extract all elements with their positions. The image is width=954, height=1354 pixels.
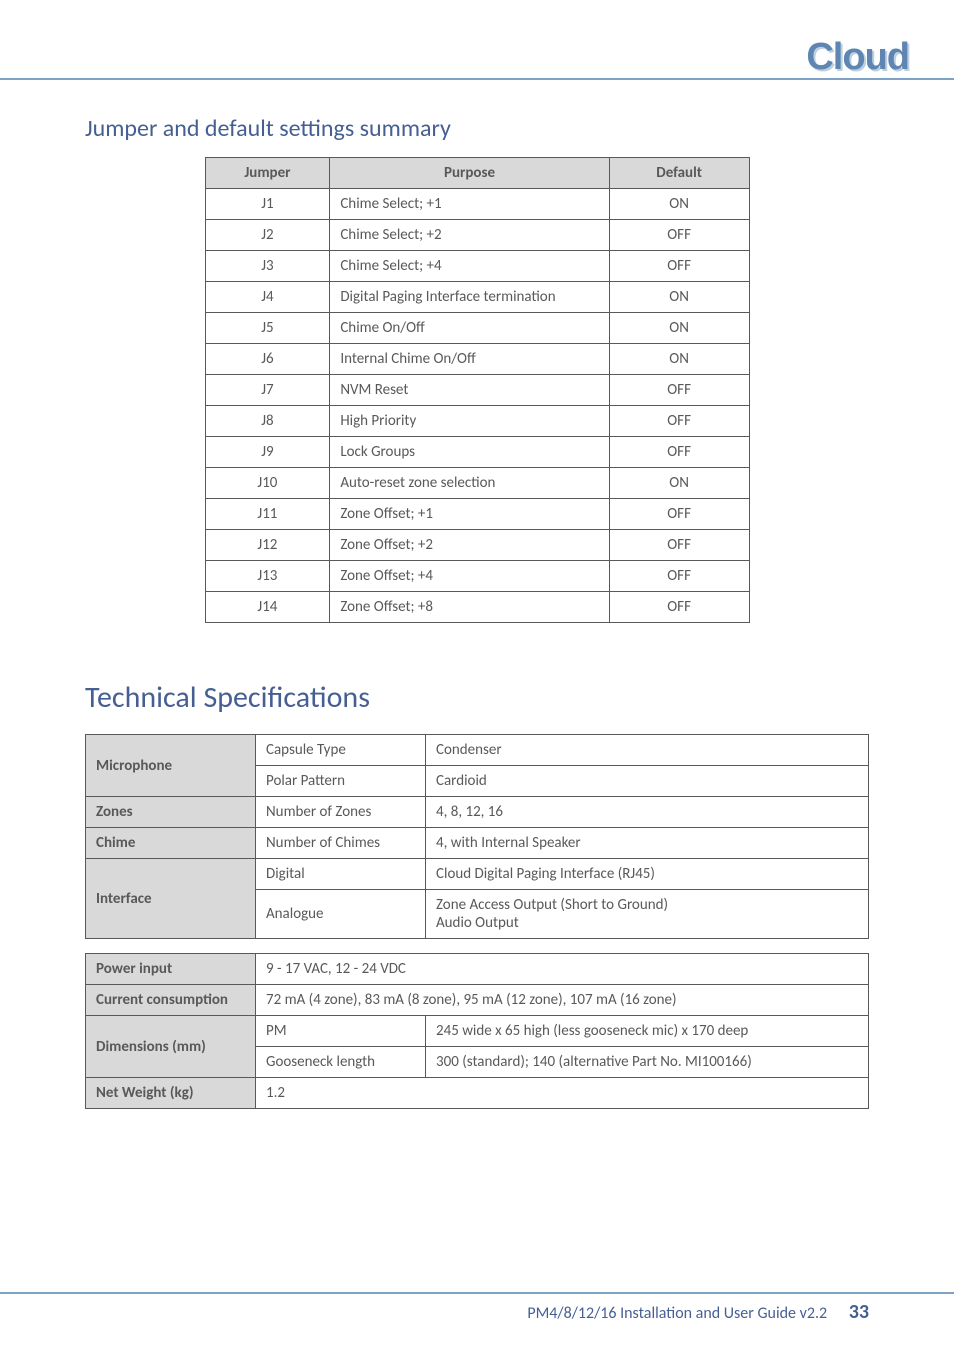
page-footer: PM4/8/12/16 Installation and User Guide …: [527, 1300, 869, 1324]
jumper-cell-jumper: J11: [205, 499, 330, 530]
jumper-cell-default: OFF: [609, 406, 749, 437]
jumper-header-jumper: Jumper: [205, 158, 330, 189]
table-row: J8High PriorityOFF: [205, 406, 749, 437]
jumper-cell-default: OFF: [609, 375, 749, 406]
jumper-cell-default: OFF: [609, 561, 749, 592]
spec-value: Condenser: [426, 735, 869, 766]
table-row: J6Internal Chime On/OffON: [205, 344, 749, 375]
header-rule: [0, 78, 954, 80]
page-header: Cloud: [85, 20, 869, 90]
jumper-cell-jumper: J5: [205, 313, 330, 344]
jumper-cell-default: OFF: [609, 437, 749, 468]
table-row: J4Digital Paging Interface terminationON: [205, 282, 749, 313]
jumper-cell-purpose: Internal Chime On/Off: [330, 344, 609, 375]
spec-value: 9 - 17 VAC, 12 - 24 VDC: [256, 954, 869, 985]
jumper-cell-jumper: J13: [205, 561, 330, 592]
spec-value: Zone Access Output (Short to Ground) Aud…: [426, 890, 869, 939]
jumper-header-purpose: Purpose: [330, 158, 609, 189]
jumper-cell-purpose: Zone Offset; +4: [330, 561, 609, 592]
spec-param: Polar Pattern: [256, 766, 426, 797]
jumper-cell-jumper: J8: [205, 406, 330, 437]
jumper-cell-jumper: J10: [205, 468, 330, 499]
table-row: J1Chime Select; +1ON: [205, 189, 749, 220]
footer-doc-title: PM4/8/12/16 Installation and User Guide …: [527, 1304, 827, 1323]
jumper-cell-jumper: J1: [205, 189, 330, 220]
spec-head-current: Current consumption: [86, 985, 256, 1016]
jumper-cell-default: ON: [609, 313, 749, 344]
spec-value: 300 (standard); 140 (alternative Part No…: [426, 1047, 869, 1078]
table-row: J10Auto-reset zone selectionON: [205, 468, 749, 499]
jumper-cell-jumper: J7: [205, 375, 330, 406]
jumper-cell-default: OFF: [609, 592, 749, 623]
jumper-cell-default: ON: [609, 189, 749, 220]
spec-head-chime: Chime: [86, 828, 256, 859]
brand-logo: Cloud: [796, 38, 919, 76]
spec-table-1: Microphone Capsule Type Condenser Polar …: [85, 734, 869, 939]
spec-param: Digital: [256, 859, 426, 890]
spec-table-2: Power input 9 - 17 VAC, 12 - 24 VDC Curr…: [85, 953, 869, 1109]
jumper-cell-default: ON: [609, 468, 749, 499]
jumper-cell-default: OFF: [609, 499, 749, 530]
spec-param: Number of Zones: [256, 797, 426, 828]
jumper-cell-jumper: J12: [205, 530, 330, 561]
jumper-section-title: Jumper and default settings summary: [85, 114, 869, 143]
jumper-cell-default: OFF: [609, 220, 749, 251]
jumper-cell-purpose: Auto-reset zone selection: [330, 468, 609, 499]
footer-page-number: 33: [849, 1300, 869, 1324]
jumper-cell-jumper: J2: [205, 220, 330, 251]
jumper-cell-purpose: Chime On/Off: [330, 313, 609, 344]
table-row: J14Zone Offset; +8OFF: [205, 592, 749, 623]
spec-head-microphone: Microphone: [86, 735, 256, 797]
jumper-cell-purpose: Chime Select; +1: [330, 189, 609, 220]
spec-section-title: Technical Specifications: [85, 679, 869, 716]
spec-head-power: Power input: [86, 954, 256, 985]
spec-value: Cloud Digital Paging Interface (RJ45): [426, 859, 869, 890]
jumper-cell-purpose: NVM Reset: [330, 375, 609, 406]
jumper-cell-purpose: Zone Offset; +1: [330, 499, 609, 530]
spec-head-interface: Interface: [86, 859, 256, 939]
spec-value: Cardioid: [426, 766, 869, 797]
jumper-cell-purpose: Chime Select; +4: [330, 251, 609, 282]
table-row: J11Zone Offset; +1OFF: [205, 499, 749, 530]
jumper-cell-purpose: Zone Offset; +8: [330, 592, 609, 623]
jumper-cell-default: ON: [609, 282, 749, 313]
spec-head-zones: Zones: [86, 797, 256, 828]
spec-value: 4, 8, 12, 16: [426, 797, 869, 828]
table-row: J9Lock GroupsOFF: [205, 437, 749, 468]
table-row: J7NVM ResetOFF: [205, 375, 749, 406]
jumper-cell-jumper: J3: [205, 251, 330, 282]
jumper-cell-default: OFF: [609, 251, 749, 282]
jumper-cell-default: OFF: [609, 530, 749, 561]
spec-param: Gooseneck length: [256, 1047, 426, 1078]
jumper-cell-jumper: J4: [205, 282, 330, 313]
spec-head-weight: Net Weight (kg): [86, 1078, 256, 1109]
spec-value: 245 wide x 65 high (less gooseneck mic) …: [426, 1016, 869, 1047]
spec-value: 4, with Internal Speaker: [426, 828, 869, 859]
jumper-table: Jumper Purpose Default J1Chime Select; +…: [205, 157, 750, 623]
footer-rule: [0, 1292, 954, 1294]
table-row: J13Zone Offset; +4OFF: [205, 561, 749, 592]
spec-param: Capsule Type: [256, 735, 426, 766]
spec-param: Analogue: [256, 890, 426, 939]
jumper-cell-jumper: J9: [205, 437, 330, 468]
spec-value: 72 mA (4 zone), 83 mA (8 zone), 95 mA (1…: [256, 985, 869, 1016]
spec-value: 1.2: [256, 1078, 869, 1109]
table-row: J3Chime Select; +4OFF: [205, 251, 749, 282]
spec-param: Number of Chimes: [256, 828, 426, 859]
jumper-cell-purpose: Lock Groups: [330, 437, 609, 468]
table-row: J12Zone Offset; +2OFF: [205, 530, 749, 561]
spec-param: PM: [256, 1016, 426, 1047]
jumper-cell-default: ON: [609, 344, 749, 375]
table-row: J2Chime Select; +2OFF: [205, 220, 749, 251]
jumper-cell-purpose: High Priority: [330, 406, 609, 437]
jumper-cell-purpose: Zone Offset; +2: [330, 530, 609, 561]
jumper-cell-purpose: Chime Select; +2: [330, 220, 609, 251]
jumper-cell-jumper: J14: [205, 592, 330, 623]
spec-head-dimensions: Dimensions (mm): [86, 1016, 256, 1078]
jumper-header-default: Default: [609, 158, 749, 189]
jumper-cell-jumper: J6: [205, 344, 330, 375]
jumper-cell-purpose: Digital Paging Interface termination: [330, 282, 609, 313]
table-row: J5Chime On/OffON: [205, 313, 749, 344]
